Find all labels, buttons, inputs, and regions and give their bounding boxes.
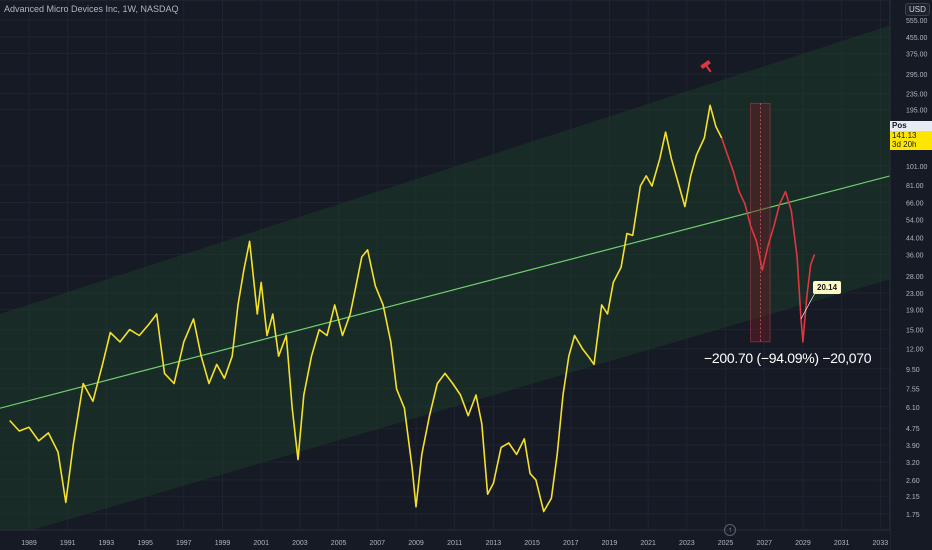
measure-range-box bbox=[750, 102, 771, 343]
hammer-head bbox=[700, 60, 711, 70]
x-tick-label: 2031 bbox=[834, 540, 850, 547]
x-tick-label: 2017 bbox=[563, 540, 579, 547]
x-tick-label: 2011 bbox=[447, 540, 462, 547]
current-price-tag: 141.13 bbox=[890, 131, 932, 141]
hammer-icon bbox=[700, 60, 712, 73]
y-tick-label: 19.00 bbox=[906, 307, 924, 314]
y-tick-label: 3.20 bbox=[906, 460, 920, 467]
y-tick-label: 375.00 bbox=[906, 52, 928, 59]
x-tick-label: 2001 bbox=[253, 540, 269, 547]
x-tick-label: 1989 bbox=[21, 540, 37, 547]
y-tick-label: 3.90 bbox=[906, 443, 920, 450]
x-tick-label: 2009 bbox=[408, 540, 424, 547]
y-tick-label: 28.00 bbox=[906, 274, 924, 281]
y-tick-label: 36.00 bbox=[906, 253, 924, 260]
y-tick-label: 195.00 bbox=[906, 108, 928, 115]
x-tick-label: 2003 bbox=[292, 540, 308, 547]
x-tick-label: 2025 bbox=[718, 540, 734, 547]
y-tick-label: 12.00 bbox=[906, 347, 924, 354]
y-tick-label: 1.75 bbox=[906, 512, 920, 519]
x-tick-label: 2007 bbox=[369, 540, 385, 547]
currency-badge[interactable]: USD bbox=[905, 3, 930, 16]
y-tick-label: 455.00 bbox=[906, 35, 928, 42]
channel-band bbox=[0, 25, 890, 540]
x-tick-label: 2033 bbox=[873, 540, 889, 547]
x-tick-label: 2021 bbox=[640, 540, 656, 547]
x-tick-label: 2013 bbox=[486, 540, 502, 547]
y-tick-label: 235.00 bbox=[906, 92, 928, 99]
x-tick-label: 2015 bbox=[524, 540, 540, 547]
x-tick-label: 1997 bbox=[176, 540, 192, 547]
position-price-tag: Pos bbox=[890, 121, 932, 131]
price-projection-line bbox=[720, 137, 816, 343]
y-tick-label: 6.10 bbox=[906, 405, 920, 412]
y-tick-label: 2.15 bbox=[906, 494, 920, 501]
x-tick-label: 2023 bbox=[679, 540, 695, 547]
y-tick-label: 54.00 bbox=[906, 218, 924, 225]
x-tick-label: 1991 bbox=[60, 540, 76, 547]
price-callout[interactable]: 20.14 bbox=[813, 281, 842, 294]
y-tick-label: 7.55 bbox=[906, 386, 920, 393]
y-tick-label: 23.00 bbox=[906, 291, 924, 298]
x-tick-label: 1995 bbox=[137, 540, 153, 547]
y-tick-label: 101.00 bbox=[906, 164, 928, 171]
y-tick-label: 66.00 bbox=[906, 201, 924, 208]
bar-countdown-tag: 3d 20h bbox=[890, 140, 932, 150]
x-tick-label: 2005 bbox=[331, 540, 347, 547]
arrow-up-circle-icon[interactable]: ↑ bbox=[724, 524, 736, 536]
price-history-line bbox=[9, 104, 723, 513]
callout-pointer bbox=[800, 292, 816, 320]
measure-label: −200.70 (−94.09%) −20,070 bbox=[704, 350, 872, 366]
y-tick-label: 9.50 bbox=[906, 367, 920, 374]
y-tick-label: 44.00 bbox=[906, 235, 924, 242]
x-tick-label: 2019 bbox=[602, 540, 618, 547]
y-tick-label: 4.75 bbox=[906, 426, 920, 433]
hammer-handle bbox=[705, 64, 712, 73]
time-axis-background bbox=[0, 530, 890, 550]
y-tick-label: 555.00 bbox=[906, 18, 928, 25]
price-axis-background bbox=[890, 0, 932, 550]
x-tick-label: 1993 bbox=[99, 540, 115, 547]
y-tick-label: 15.00 bbox=[906, 328, 924, 335]
y-tick-label: 295.00 bbox=[906, 72, 928, 79]
chart-title: Advanced Micro Devices Inc, 1W, NASDAQ bbox=[4, 4, 179, 14]
y-tick-label: 2.60 bbox=[906, 478, 920, 485]
x-tick-label: 2027 bbox=[756, 540, 772, 547]
x-tick-label: 2029 bbox=[795, 540, 811, 547]
y-tick-label: 81.00 bbox=[906, 183, 924, 190]
channel-midline bbox=[0, 175, 891, 409]
x-tick-label: 1999 bbox=[215, 540, 231, 547]
